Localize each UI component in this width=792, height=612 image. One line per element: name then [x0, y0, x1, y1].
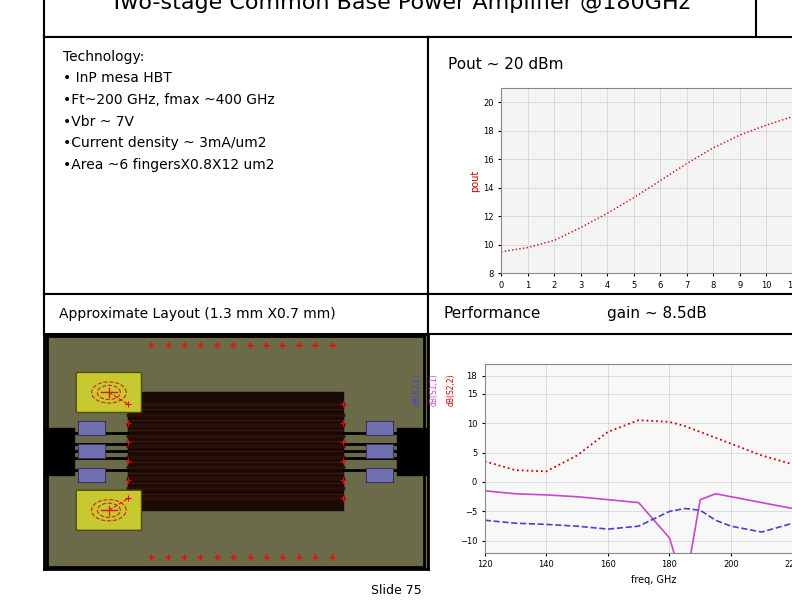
- Bar: [78, 420, 105, 435]
- Text: dB(S2,2): dB(S2,2): [447, 373, 455, 406]
- Bar: [128, 392, 343, 510]
- Bar: [44, 428, 74, 475]
- Text: Performance: Performance: [444, 306, 542, 321]
- Bar: [78, 468, 105, 482]
- Bar: [366, 420, 393, 435]
- X-axis label: freq, GHz: freq, GHz: [631, 575, 676, 585]
- Text: Approximate Layout (1.3 mm X0.7 mm): Approximate Layout (1.3 mm X0.7 mm): [59, 307, 336, 321]
- Bar: [78, 444, 105, 458]
- FancyBboxPatch shape: [76, 373, 142, 412]
- Y-axis label: pout: pout: [470, 170, 480, 192]
- Bar: [397, 428, 428, 475]
- Text: Technology:
• InP mesa HBT
•Ft~200 GHz, fmax ~400 GHz
•Vbr ~ 7V
•Current density: Technology: • InP mesa HBT •Ft~200 GHz, …: [63, 50, 275, 172]
- Text: dB(S1,1): dB(S1,1): [429, 373, 439, 406]
- FancyBboxPatch shape: [76, 490, 142, 530]
- Bar: [366, 444, 393, 458]
- Text: Pout ~ 20 dBm: Pout ~ 20 dBm: [448, 58, 564, 72]
- X-axis label: p: p: [657, 291, 663, 301]
- Bar: [366, 468, 393, 482]
- Text: Two-stage Common Base Power Amplifier @180GHz: Two-stage Common Base Power Amplifier @1…: [110, 0, 690, 13]
- Text: Slide 75: Slide 75: [371, 584, 421, 597]
- Text: gain ~ 8.5dB: gain ~ 8.5dB: [607, 306, 707, 321]
- Text: dB(S2,1): dB(S2,1): [413, 373, 421, 406]
